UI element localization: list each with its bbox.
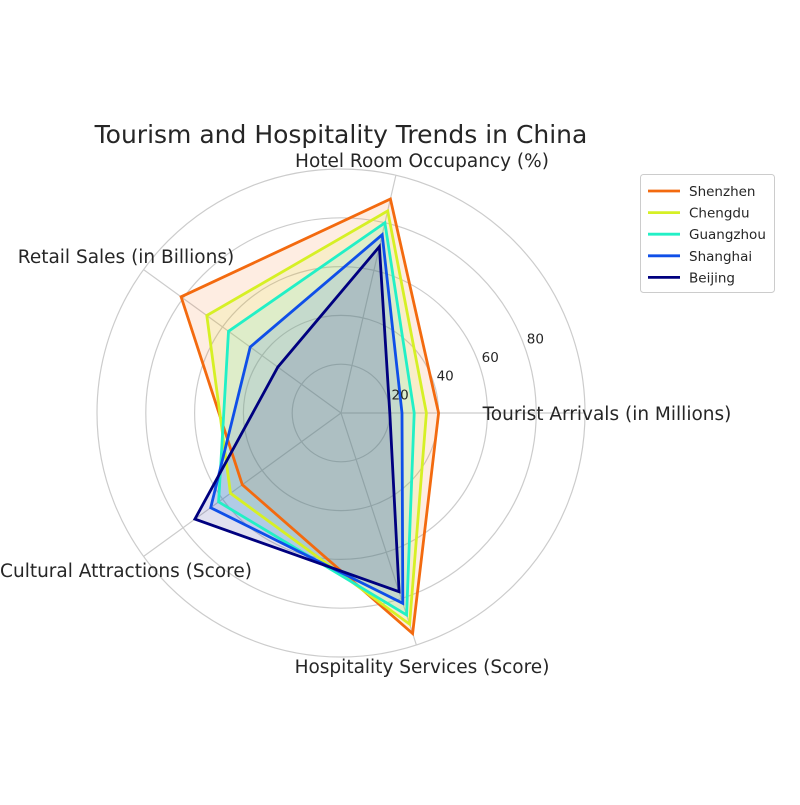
legend-frame (640, 174, 775, 293)
legend-label-shenzhen: Shenzhen (689, 184, 756, 200)
axis-label-1: Hotel Room Occupancy (%) (295, 151, 549, 172)
axis-label-0: Tourist Arrivals (in Millions) (482, 404, 732, 425)
series-line-beijing (192, 243, 401, 594)
axis-label-2: Retail Sales (in Billions) (18, 247, 234, 268)
legend: Shenzhen Chengdu Guangzhou Shanghai Beijing (640, 174, 775, 293)
axis-labels: Tourist Arrivals (in Millions) Hotel Room… (0, 151, 731, 678)
tick-label-20: 20 (391, 387, 408, 403)
radar-series (179, 196, 441, 637)
series-line-guangzhou (217, 220, 416, 618)
series-line-chengdu (205, 208, 428, 627)
series-fill-shanghai (210, 234, 403, 604)
series-fill-guangzhou (218, 222, 415, 615)
legend-label-chengdu: Chengdu (689, 206, 750, 222)
chart-title: Tourism and Hospitality Trends in China (94, 120, 588, 149)
spoke-2 (143, 269, 342, 414)
tick-label-60: 60 (482, 350, 499, 366)
radial-tick-labels: 20 40 60 80 (391, 331, 543, 403)
spoke-4 (340, 412, 417, 646)
axis-label-4: Hospitality Services (Score) (295, 657, 550, 678)
series-fill-shenzhen (181, 199, 439, 634)
series-line-shenzhen (179, 196, 441, 637)
series-fill-chengdu (206, 210, 427, 625)
spoke-1 (340, 175, 397, 414)
legend-label-beijing: Beijing (689, 270, 735, 286)
tick-label-40: 40 (437, 369, 454, 385)
legend-label-guangzhou: Guangzhou (689, 227, 766, 243)
axis-label-3: Cultural Attractions (Score) (0, 561, 252, 582)
series-line-shanghai (209, 231, 405, 606)
tick-label-80: 80 (527, 331, 544, 347)
legend-label-shanghai: Shanghai (689, 249, 752, 265)
